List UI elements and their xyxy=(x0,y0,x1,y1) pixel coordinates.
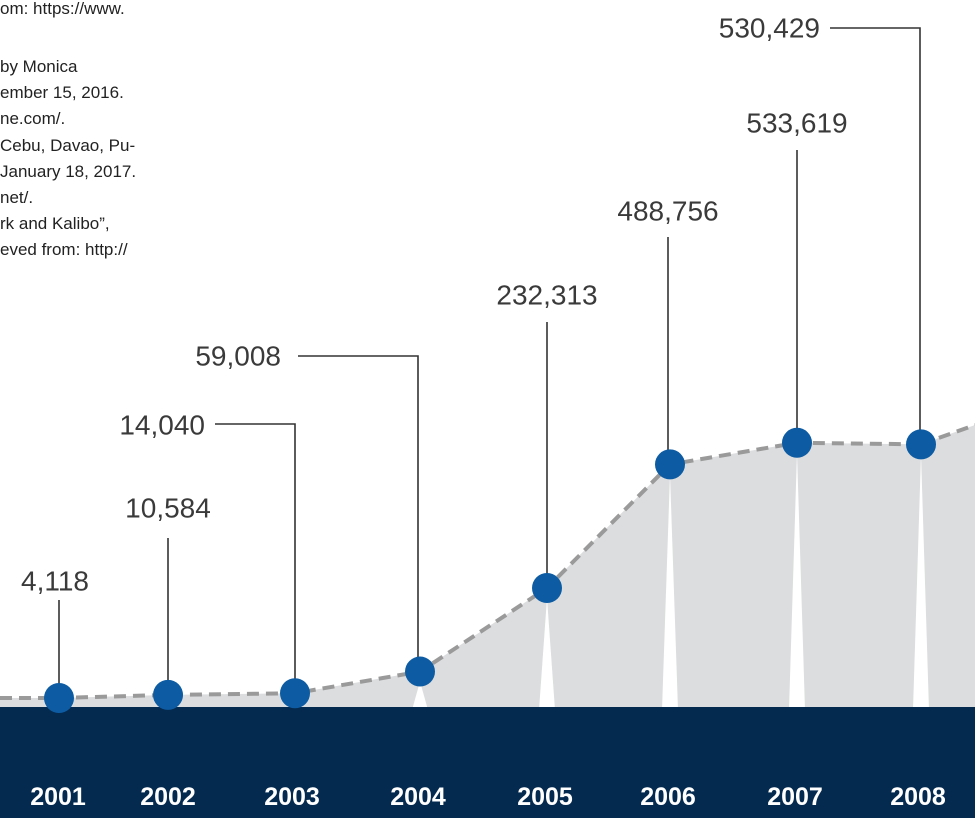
value-label: 59,008 xyxy=(195,340,281,371)
data-point xyxy=(906,429,936,460)
reference-line: eved from: http:// xyxy=(0,240,128,259)
value-label: 4,118 xyxy=(21,565,89,596)
value-label: 10,584 xyxy=(125,492,211,523)
reference-line: rk and Kalibo”, xyxy=(0,214,110,233)
year-label: 2001 xyxy=(30,783,86,811)
year-label: 2002 xyxy=(140,783,196,811)
year-band xyxy=(0,707,975,818)
data-point xyxy=(44,683,74,714)
data-point xyxy=(532,573,562,604)
value-label: 530,429 xyxy=(719,12,820,43)
spike xyxy=(913,454,929,710)
year-label: 2008 xyxy=(890,783,946,811)
year-label: 2003 xyxy=(264,783,320,811)
reference-line: om: https://www. xyxy=(0,0,125,18)
data-point xyxy=(153,679,183,710)
area xyxy=(0,425,975,710)
data-point xyxy=(655,449,685,480)
reference-line: Cebu, Davao, Pu- xyxy=(0,136,135,155)
reference-line: ember 15, 2016. xyxy=(0,83,124,102)
reference-line: January 18, 2017. xyxy=(0,162,136,181)
leader-line xyxy=(298,355,419,672)
year-label: 2004 xyxy=(390,783,446,811)
data-point xyxy=(405,656,435,687)
data-point xyxy=(782,427,812,458)
year-label: 2006 xyxy=(640,783,696,811)
year-label: 2005 xyxy=(517,783,573,811)
spike xyxy=(539,598,555,710)
data-point xyxy=(280,678,310,709)
spike xyxy=(662,474,678,710)
value-label: 232,313 xyxy=(496,279,597,310)
value-label: 533,619 xyxy=(746,107,847,138)
leader-line xyxy=(215,423,296,694)
value-label: 14,040 xyxy=(119,409,205,440)
spike xyxy=(789,452,805,710)
year-label: 2007 xyxy=(767,783,823,811)
leader-line xyxy=(830,27,921,445)
value-label: 488,756 xyxy=(617,195,718,226)
reference-line: net/. xyxy=(0,188,33,207)
spike xyxy=(412,681,428,710)
reference-line: ne.com/. xyxy=(0,109,65,128)
reference-line: by Monica xyxy=(0,57,78,76)
